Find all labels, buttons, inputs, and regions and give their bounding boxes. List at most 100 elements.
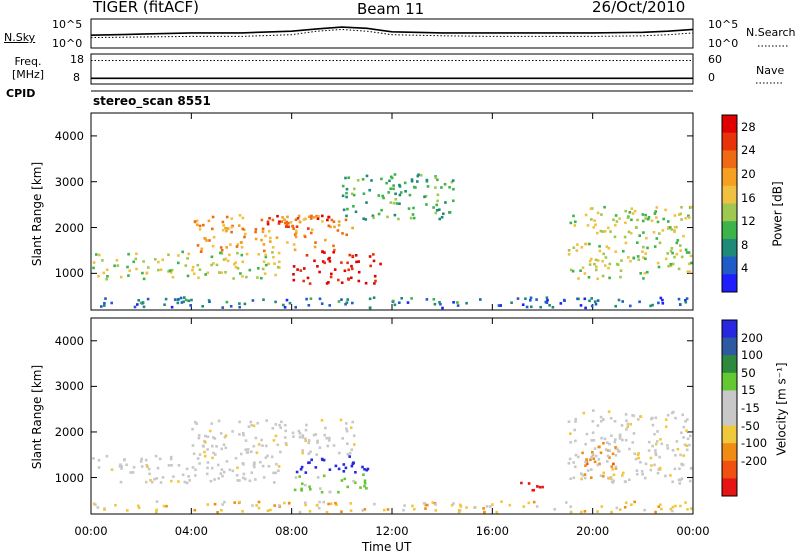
velocity-cell <box>239 452 243 456</box>
power-cell <box>361 178 365 181</box>
power-cell <box>642 277 645 280</box>
velocity-cell <box>212 436 215 439</box>
velocity-cell <box>181 473 185 477</box>
power-cell <box>436 199 439 203</box>
power-cell <box>682 234 685 238</box>
velocity-cell <box>640 470 644 473</box>
power-cell <box>238 305 241 309</box>
power-cell <box>184 264 188 267</box>
power-cell <box>626 216 630 220</box>
velocity-cell <box>155 477 159 480</box>
power-cell <box>607 226 610 230</box>
power-cell <box>285 222 289 226</box>
power-cell <box>127 252 130 256</box>
power-cell <box>316 265 319 268</box>
power-cell <box>410 297 413 300</box>
power-cell <box>267 229 271 233</box>
power-cell <box>296 217 300 220</box>
power-cell <box>220 271 223 274</box>
velocity-colorbar-swatch <box>722 372 737 391</box>
velocity-cell <box>624 501 628 504</box>
velocity-cell <box>300 465 304 469</box>
velocity-cell <box>224 446 228 450</box>
velocity-cell <box>158 457 162 461</box>
power-cell <box>670 247 674 250</box>
power-cell <box>345 195 348 199</box>
power-cell <box>647 216 651 219</box>
power-cell <box>346 298 349 301</box>
date-label: 26/Oct/2010 <box>592 0 686 16</box>
velocity-cell <box>612 473 616 477</box>
power-cell <box>687 216 691 219</box>
power-cell <box>196 223 199 227</box>
power-cell <box>389 201 393 204</box>
velocity-cell <box>591 420 595 423</box>
velocity-cell <box>148 472 151 476</box>
power-cell <box>425 178 429 182</box>
velocity-cell <box>489 505 492 508</box>
power-cell <box>285 220 289 224</box>
power-cell <box>438 301 441 304</box>
velocity-cell <box>589 458 592 462</box>
power-cell <box>661 298 664 302</box>
power-cell <box>403 181 407 185</box>
power-cell <box>323 251 326 254</box>
power-cell <box>269 240 272 243</box>
xtick-label: 16:00 <box>475 524 509 538</box>
power-cell <box>590 304 594 308</box>
velocity-cell <box>301 434 305 437</box>
power-cell <box>669 264 673 268</box>
velocity-cell <box>292 435 295 438</box>
freq-ytick-bottom: 8 <box>73 71 80 84</box>
velocity-cell <box>156 466 160 470</box>
power-cell <box>220 252 224 255</box>
power-cell <box>658 232 661 235</box>
xtick-label: 04:00 <box>174 524 208 538</box>
velocity-cell <box>423 502 426 505</box>
velocity-cell <box>194 468 197 471</box>
power-cell <box>351 267 354 271</box>
power-cell <box>353 187 356 191</box>
power-cell <box>239 272 242 275</box>
nsky-label: N.Sky <box>4 31 36 44</box>
velocity-cell <box>353 443 356 446</box>
velocity-cell <box>298 432 302 435</box>
power-cell <box>318 270 321 274</box>
velocity-cell <box>334 501 337 505</box>
velocity-cell <box>654 416 658 420</box>
power-cell <box>689 254 693 258</box>
power-cell <box>307 304 311 307</box>
power-colorbar-tick: 12 <box>741 214 756 229</box>
power-cell <box>659 296 663 300</box>
velocity-cell <box>277 469 280 472</box>
velocity-cell <box>363 484 366 488</box>
power-cell <box>225 215 229 219</box>
power-cell <box>614 223 617 227</box>
velocity-cell <box>214 453 217 456</box>
velocity-cell <box>322 474 326 478</box>
velocity-cell <box>260 438 263 442</box>
velocity-cell <box>686 418 689 421</box>
power-cell <box>102 271 106 275</box>
power-cell <box>266 220 270 224</box>
power-cell <box>627 256 630 259</box>
power-cell <box>423 195 426 199</box>
power-cell <box>650 219 654 223</box>
velocity-cell <box>197 436 201 440</box>
velocity-cell <box>320 419 324 422</box>
velocity-cell <box>228 468 232 472</box>
power-cell <box>324 238 327 242</box>
power-cell <box>236 267 240 270</box>
velocity-cell <box>679 453 682 457</box>
velocity-cell <box>340 510 343 513</box>
velocity-cell <box>291 431 295 435</box>
power-cell <box>292 243 296 246</box>
power-cell <box>441 306 444 310</box>
velocity-cell <box>328 490 331 494</box>
velocity-colorbar-frame <box>721 319 738 497</box>
power-cell <box>271 218 275 222</box>
velocity-cell <box>621 438 624 442</box>
velocity-colorbar-swatch <box>722 443 737 462</box>
power-cell <box>644 213 647 217</box>
power-cell <box>310 214 313 218</box>
